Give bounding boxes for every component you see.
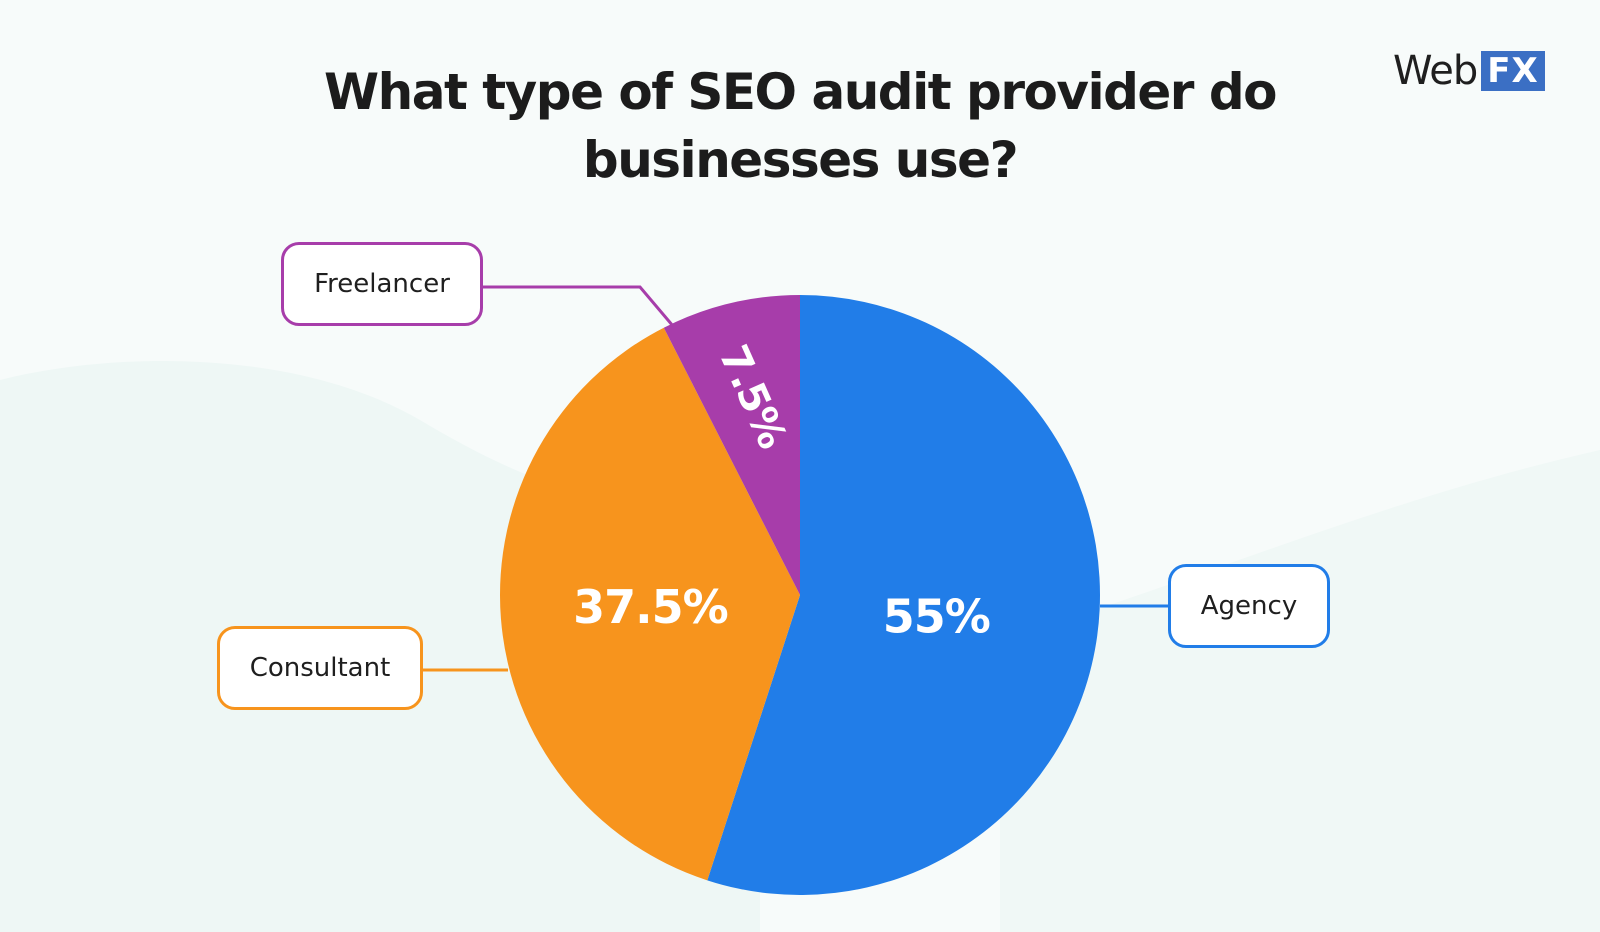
webfx-logo: Web FX	[1393, 50, 1545, 92]
callout-consultant: Consultant	[217, 626, 423, 710]
pie-slice-agency	[707, 295, 1101, 895]
pie-slice-freelancer	[663, 295, 800, 595]
chart-title: What type of SEO audit provider do busin…	[323, 63, 1278, 189]
callout-freelancer: Freelancer	[281, 242, 483, 326]
callout-agency: Agency	[1168, 564, 1330, 648]
data-label-agency: 55%	[883, 590, 990, 644]
pie-slice-consultant	[499, 327, 800, 881]
logo-word: Web	[1393, 48, 1478, 94]
data-label-consultant: 37.5%	[573, 580, 728, 634]
leader-line-freelancer	[483, 285, 675, 327]
logo-mark: FX	[1481, 51, 1545, 91]
